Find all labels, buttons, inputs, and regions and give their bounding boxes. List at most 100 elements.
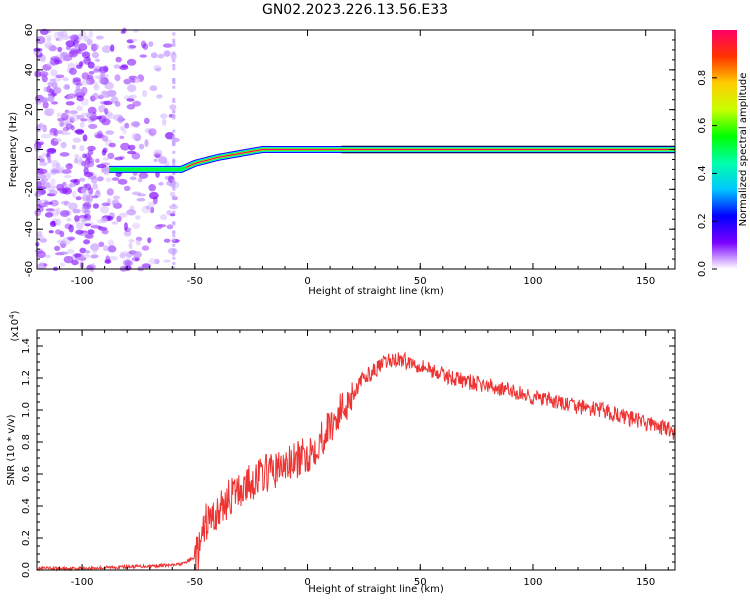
noise-blob — [172, 261, 176, 265]
noise-blob — [93, 68, 100, 73]
noise-blob — [172, 114, 176, 118]
noise-blob — [55, 207, 61, 215]
noise-blob — [67, 248, 75, 254]
noise-blob — [131, 191, 142, 196]
noise-blob — [88, 123, 98, 129]
noise-blob — [99, 92, 110, 98]
noise-blob — [107, 239, 115, 247]
noise-blob — [156, 94, 163, 99]
noise-blob — [41, 75, 48, 83]
noise-blob — [165, 132, 175, 140]
noise-blob — [172, 256, 176, 260]
noise-blob — [122, 128, 127, 135]
noise-blob — [46, 148, 57, 155]
noise-blob — [89, 115, 98, 121]
noise-blob — [63, 200, 69, 206]
noise-blob — [143, 117, 150, 125]
noise-blob — [103, 245, 109, 252]
noise-blob — [172, 230, 176, 234]
noise-blob — [139, 54, 147, 58]
noise-blob — [123, 78, 132, 85]
noise-blob — [148, 258, 158, 265]
noise-blob — [84, 165, 89, 169]
noise-blob — [150, 206, 155, 214]
noise-blob — [51, 81, 58, 89]
x-tick-label: 50 — [414, 577, 427, 588]
noise-blob — [48, 230, 54, 234]
noise-blob — [73, 39, 79, 48]
noise-blob — [86, 194, 93, 203]
y-tick-label: 0.2 — [21, 530, 32, 546]
x-axis-label: Height of straight line (km) — [308, 286, 444, 297]
noise-blob — [120, 251, 129, 256]
noise-blob — [74, 158, 79, 164]
noise-blob — [98, 105, 106, 113]
noise-blob — [39, 234, 45, 242]
noise-blob — [122, 259, 132, 267]
noise-blob — [113, 64, 121, 69]
noise-blob — [75, 229, 84, 235]
noise-blob — [98, 241, 105, 247]
noise-blob — [172, 266, 176, 270]
noise-blob — [36, 206, 44, 213]
noise-blob — [172, 116, 176, 120]
noise-blob — [63, 84, 71, 90]
noise-blob — [172, 140, 176, 143]
noise-blob — [124, 260, 134, 267]
noise-blob — [47, 94, 55, 103]
y-multiplier-label: (x104) — [8, 310, 21, 341]
y-tick-label: 0 — [24, 146, 35, 152]
noise-blob — [71, 259, 79, 266]
noise-blob — [65, 101, 75, 106]
snr-panel: -100 -50 0 50 100 150 0.0 0.2 0.4 0.6 0.8 1.0 1.2 1.4… — [6, 310, 676, 595]
noise-blob — [68, 202, 78, 210]
noise-blob — [98, 66, 109, 74]
noise-blob — [150, 52, 158, 59]
noise-blob — [124, 222, 128, 231]
noise-blob — [142, 43, 149, 50]
noise-blob — [81, 187, 88, 196]
noise-blob — [87, 106, 97, 115]
noise-blob — [103, 100, 113, 106]
noise-blob — [60, 141, 67, 149]
noise-blob — [130, 77, 136, 83]
noise-blob — [126, 58, 137, 66]
noise-blob — [147, 237, 152, 244]
noise-blob — [46, 108, 55, 113]
noise-blob — [127, 150, 136, 155]
noise-blob — [172, 210, 176, 214]
noise-blob — [60, 51, 68, 57]
noise-blob — [70, 179, 78, 183]
noise-blob — [68, 50, 78, 58]
noise-blob — [172, 59, 176, 63]
noise-blob — [59, 122, 64, 128]
noise-blob — [46, 37, 52, 42]
noise-blob — [172, 109, 176, 113]
noise-blob — [172, 51, 176, 55]
noise-blob — [172, 129, 176, 133]
x-tick-label: 0 — [304, 577, 310, 588]
noise-blob — [59, 210, 70, 217]
noise-blob — [128, 94, 137, 99]
noise-blob — [75, 196, 82, 201]
y-tick-label: 1.0 — [21, 402, 32, 418]
noise-blob — [138, 172, 149, 179]
noise-blob — [120, 30, 126, 34]
noise-blob — [82, 134, 88, 142]
figure-title: GN02.2023.226.13.56.E33 — [262, 2, 448, 18]
noise-blob — [96, 225, 103, 230]
noise-blob — [71, 144, 76, 150]
noise-blob — [126, 104, 136, 110]
noise-blob — [83, 253, 90, 259]
noise-blob — [172, 243, 176, 247]
noise-blob — [144, 139, 149, 147]
noise-blob — [115, 56, 122, 63]
y-tick-label: 0.4 — [21, 498, 32, 514]
noise-blob — [92, 51, 99, 59]
noise-blob — [100, 70, 105, 79]
noise-blob — [114, 101, 121, 107]
noise-blob — [131, 152, 141, 160]
noise-blob — [88, 71, 95, 75]
noise-blob — [60, 131, 71, 136]
noise-blob — [100, 205, 109, 214]
